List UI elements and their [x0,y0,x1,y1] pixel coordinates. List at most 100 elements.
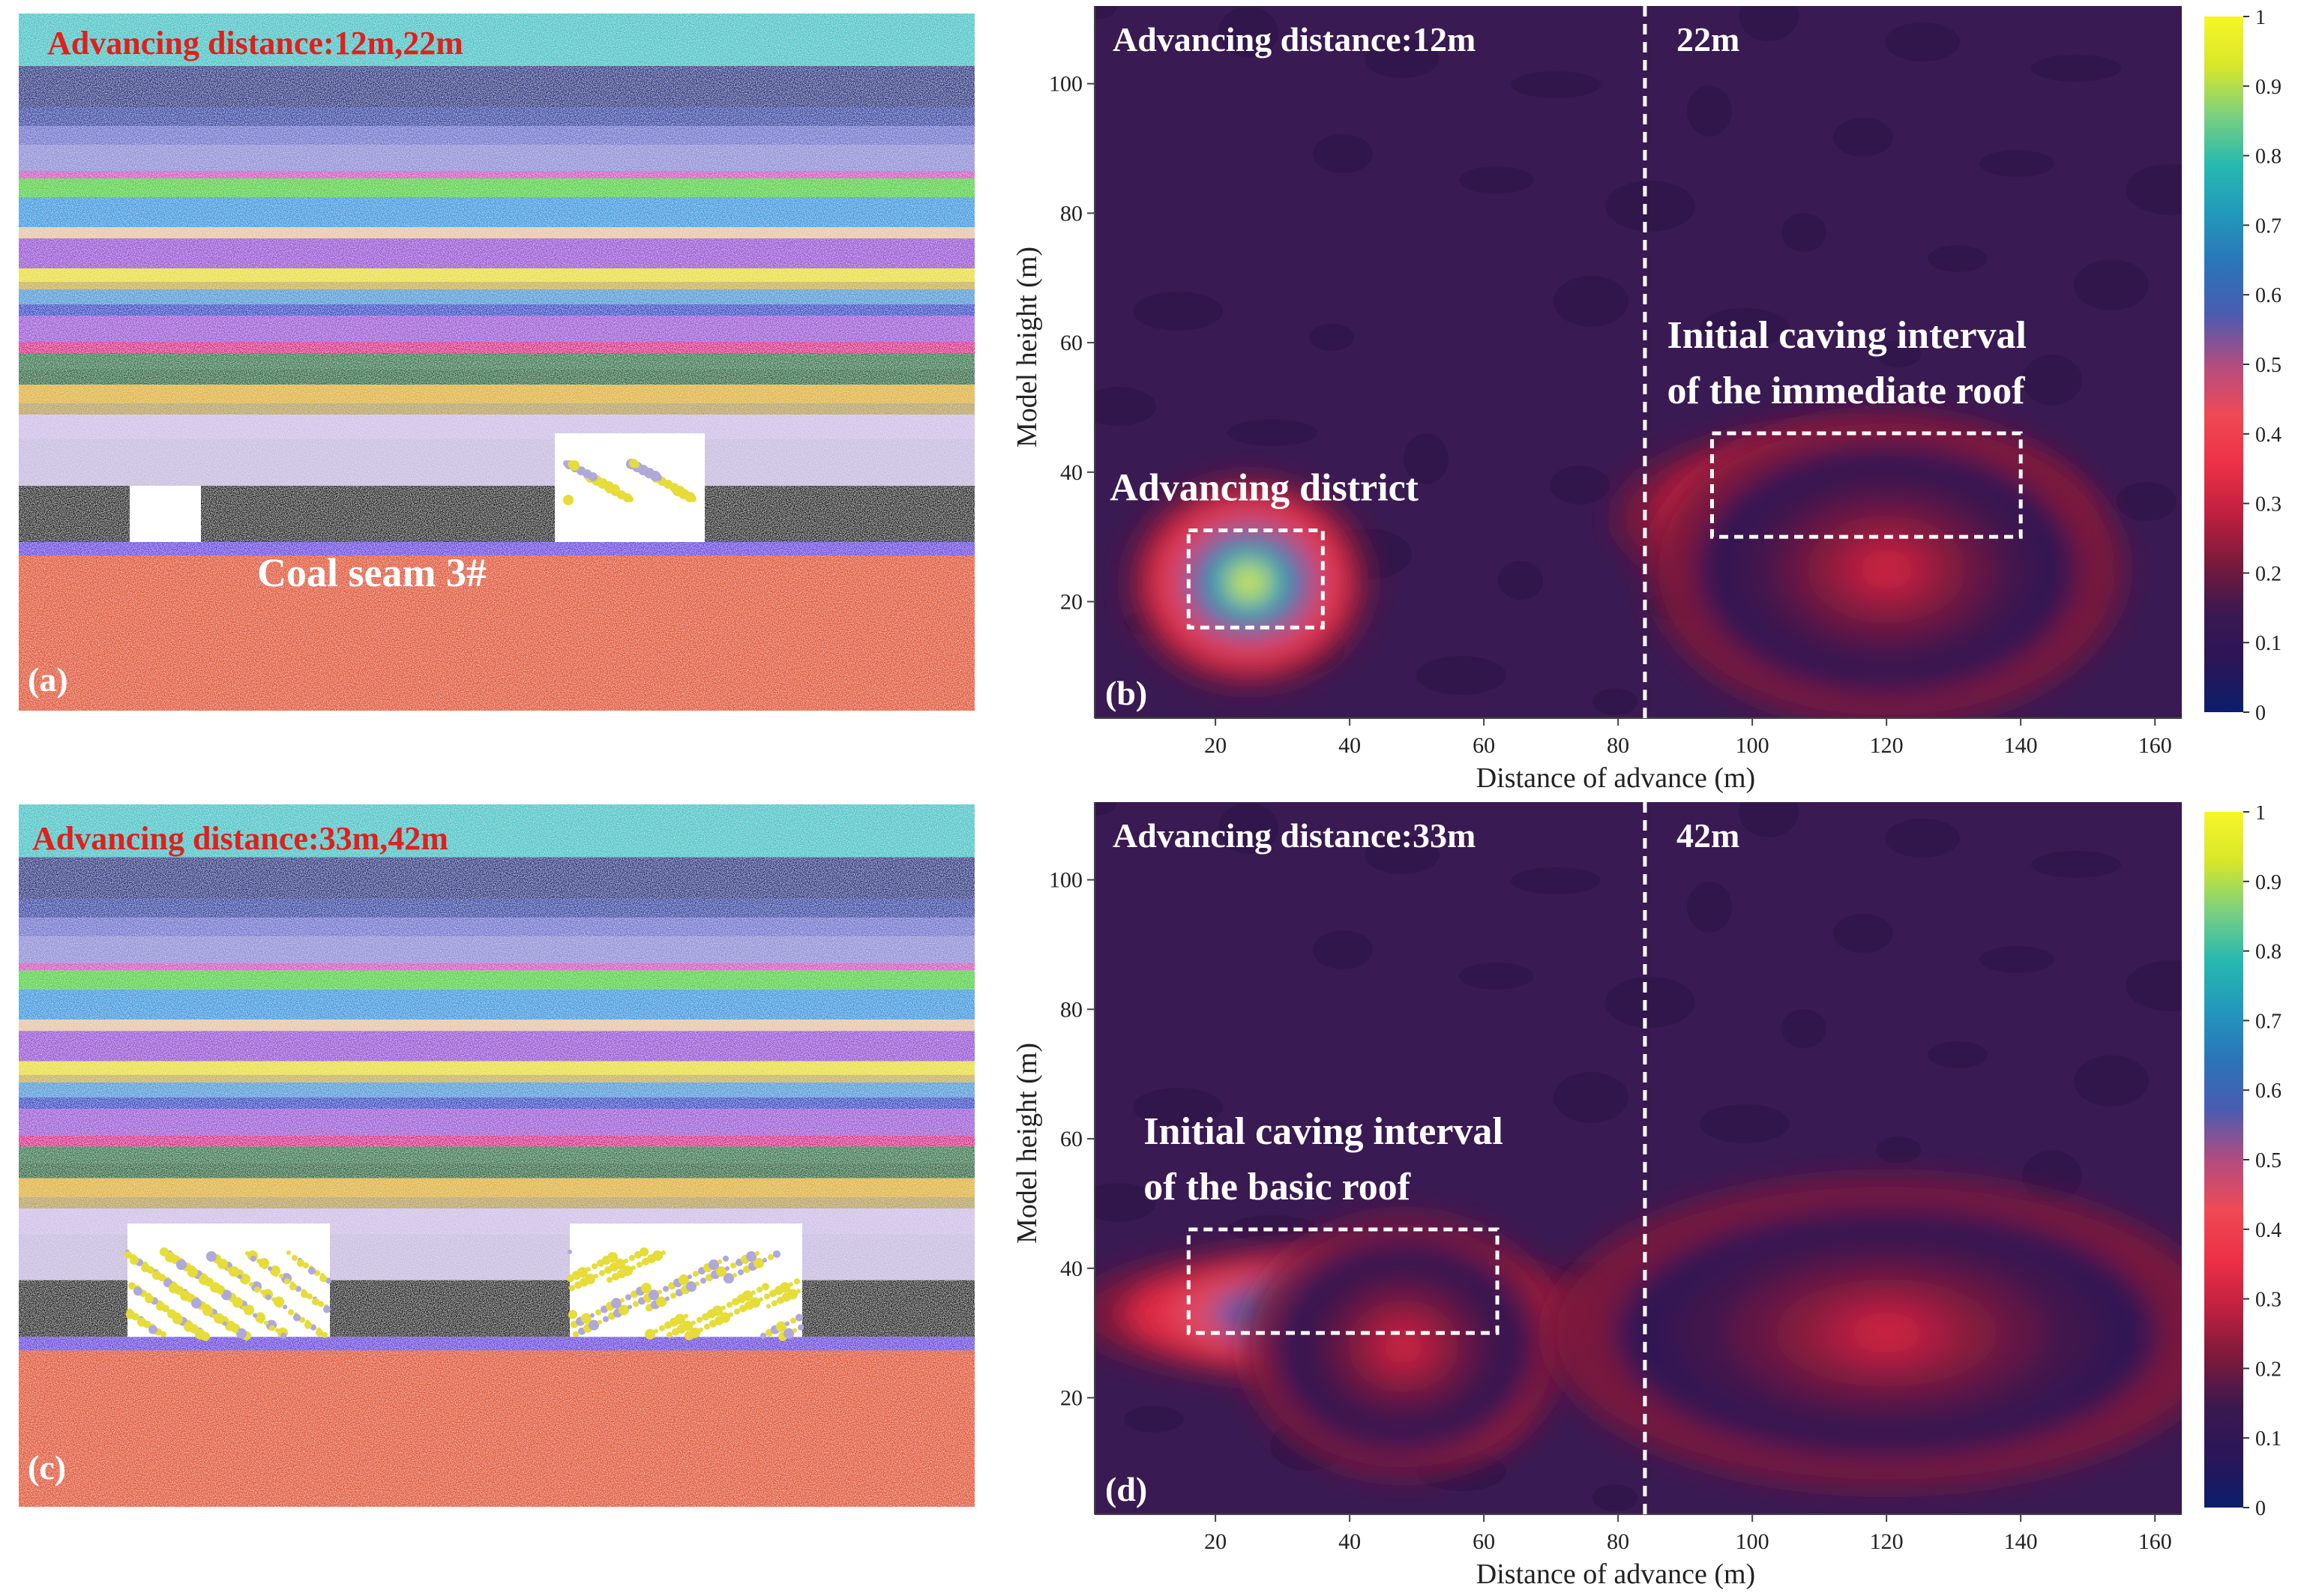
heatmap-field [1095,6,2182,718]
x-tick-label: 100 [1736,733,1769,758]
debris-particle [670,1292,677,1299]
heatmap-d: 20 40 60 80 100 120 140 160 20 40 60 80 100 Distance … [1011,802,2182,1590]
background-texture [1592,688,1637,715]
debris-particle [766,1304,771,1309]
debris-particle [598,1270,606,1277]
colorbar-tick-label: 0.3 [2255,1289,2282,1312]
debris-particle [689,1327,701,1338]
debris-particle [644,1328,656,1340]
x-tick-label: 80 [1607,733,1629,758]
debris-particle [214,1259,220,1265]
right-title: 42m [1676,816,1739,855]
debris-particle [175,1259,187,1271]
caved-rock [566,1247,804,1341]
debris-particle [572,1331,580,1337]
debris-particle [737,1269,745,1276]
debris-particle [205,1250,217,1262]
heat-blob [1547,1178,2182,1489]
background-texture [1227,419,1317,446]
caved-rock [124,1247,332,1341]
background-texture [1885,22,1960,61]
colorbar-tick-label: 0.8 [2255,941,2282,964]
background-texture [1739,6,1799,41]
x-tick-label: 40 [1338,733,1361,758]
x-tick-label: 60 [1473,733,1495,758]
debris-particle [313,1270,321,1277]
stratum [19,857,975,899]
heat-contour [1383,1328,1425,1364]
stratum [19,126,975,145]
debris-particle [687,1274,693,1280]
debris-particle [666,1331,673,1338]
background-texture [1605,977,1695,1028]
debris-particle [678,1274,690,1286]
background-texture [1095,6,1117,19]
debris-particle [751,1290,757,1295]
colorbar-gradient [2204,16,2243,712]
debris-particle [220,1289,232,1301]
left-title: Advancing distance:12m [1113,20,1476,58]
annotation-box [1709,431,2023,539]
stratum [19,1020,975,1032]
debris-particle [244,1250,250,1256]
debris-particle [224,1320,236,1331]
debris-particle [229,1298,235,1303]
debris-particle [265,1294,272,1301]
debris-particle [237,1274,243,1280]
debris-particle [788,1282,794,1287]
debris-particle [567,1249,573,1254]
debris-particle [591,1263,598,1270]
debris-particle [287,1309,295,1316]
debris-particle [717,1259,723,1265]
debris-particle [772,1250,781,1259]
debris-particle [228,1266,240,1277]
debris-particle [754,1250,760,1256]
debris-particle [703,1323,711,1330]
background-texture [2031,55,2121,82]
debris-particle [218,1290,224,1295]
debris-particle [595,1309,602,1316]
x-tick-label: 80 [1607,1529,1629,1554]
strata-layers [19,13,975,711]
y-tick-label: 80 [1060,201,1083,226]
debris-particle [261,1263,268,1270]
left-title: Advancing distance:33m [1113,816,1476,855]
debris-particle [636,1262,643,1268]
colorbar-d: 0 0.1 0.2 0.3 0.4 0.5 0.6 0.7 0.8 0.9 1 [2204,806,2282,1518]
x-tick-label: 60 [1473,1529,1495,1554]
background-texture [1416,656,1506,695]
debris-particle [712,1305,724,1316]
colorbar-tick-label: 0.6 [2255,284,2282,307]
debris-particle [155,1301,166,1311]
debris-particle [700,1277,707,1284]
colorbar-tick-label: 0.6 [2255,1079,2282,1103]
debris-particle [607,1251,619,1263]
stratum [19,403,975,415]
background-texture [1459,963,1534,990]
background-texture [1553,276,1628,327]
stratum [19,268,975,282]
stratum [19,936,975,963]
background-texture [1309,324,1354,351]
stratum [19,970,975,990]
debris-particle [584,1274,596,1285]
colorbar-tick-label: 0.5 [2255,354,2282,377]
colorbar-tick-label: 0 [2255,702,2266,723]
debris-particle [610,484,620,495]
debris-particle [278,1274,284,1279]
debris-particle [295,1286,302,1292]
debris-particle [593,1274,599,1279]
debris-particle [745,1250,757,1262]
stratum [19,1196,975,1209]
debris-particle [658,1325,666,1331]
debris-particle [674,1313,686,1325]
heatmap-field [1095,802,2182,1511]
stratum [19,227,975,238]
debris-particle [148,1325,158,1334]
debris-particle [631,1265,637,1271]
panel-a-letter: (a) [28,660,68,699]
debris-particle [795,1289,801,1294]
background-texture [1605,181,1695,232]
debris-particle [160,1331,167,1337]
background-texture [1133,1088,1223,1127]
